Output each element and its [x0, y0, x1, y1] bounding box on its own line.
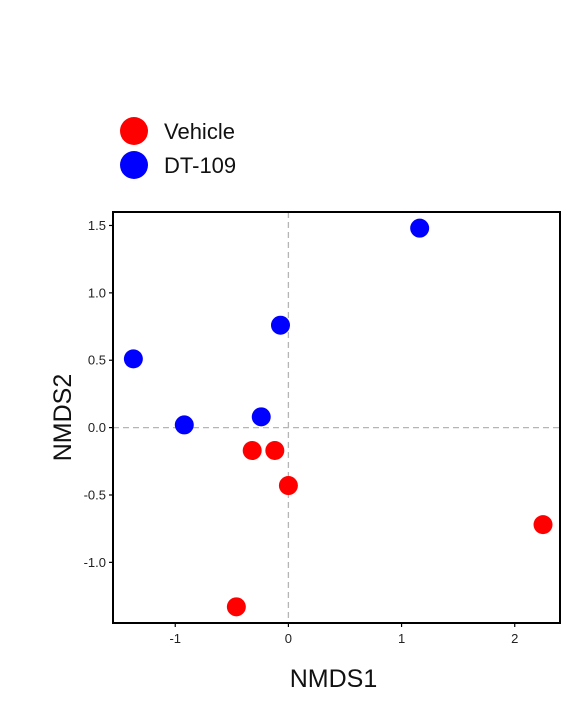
y-tick-label: 0.5 [88, 353, 106, 368]
data-point-dt-109 [174, 415, 194, 435]
y-axis-title: NMDS2 [49, 374, 77, 462]
y-tick-label: 1.0 [88, 285, 106, 300]
x-tick-label: -1 [169, 631, 181, 646]
data-point-dt-109 [251, 407, 271, 427]
legend-marker-vehicle [120, 117, 148, 145]
data-point-vehicle [265, 441, 285, 461]
y-tick-label: 1.5 [88, 218, 106, 233]
data-point-dt-109 [270, 315, 290, 335]
legend-label-vehicle: Vehicle [164, 119, 235, 144]
data-point-vehicle [242, 441, 262, 461]
data-point-vehicle [278, 476, 298, 496]
data-point-dt-109 [123, 349, 143, 369]
x-axis-title: NMDS1 [290, 665, 378, 693]
y-tick-label: 0.0 [88, 420, 106, 435]
y-tick-label: -0.5 [84, 487, 106, 502]
data-point-dt-109 [410, 218, 430, 238]
y-tick-label: -1.0 [84, 555, 106, 570]
plot-area: 1.5 1.0 0.5 0.0 -0.5 -1.0 -1 0 1 2 [84, 211, 561, 646]
x-tick-label: 0 [285, 631, 292, 646]
legend-marker-dt-109 [120, 151, 148, 179]
plot-frame [112, 211, 561, 624]
x-tick-label: 1 [398, 631, 405, 646]
x-tick-label: 2 [511, 631, 518, 646]
legend-label-dt-109: DT-109 [164, 153, 236, 178]
data-point-vehicle [533, 515, 553, 535]
legend: Vehicle DT-109 [120, 117, 236, 179]
data-point-vehicle [226, 597, 246, 617]
